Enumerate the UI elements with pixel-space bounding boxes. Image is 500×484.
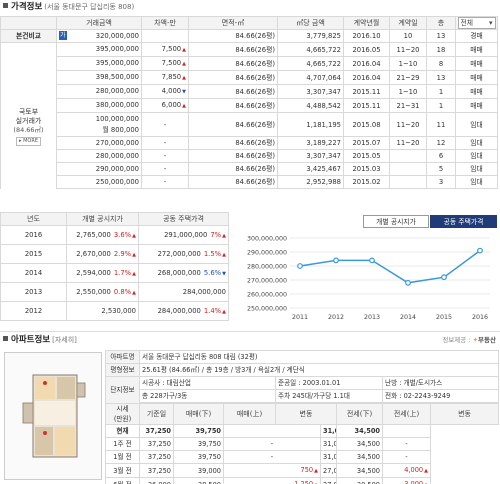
y-tick-label: 280,000,000 (247, 264, 287, 271)
compare-row: 본건비교 가 320,000,000 84.66(26평) 3,779,825 2… (0, 29, 498, 43)
data-point (477, 247, 483, 254)
x-tick-label: 2012 (328, 314, 344, 321)
series-line (299, 249, 481, 284)
col-day: 계약일 (389, 16, 427, 30)
floor-plan-image (4, 352, 102, 480)
data-point (333, 257, 339, 264)
more-button[interactable]: ▸ MORE (16, 136, 41, 146)
floor-plan-icon (22, 374, 86, 458)
data-point (405, 279, 411, 286)
x-tick-label: 2011 (292, 314, 308, 321)
y-tick-label: 250,000,000 (247, 306, 287, 313)
data-point (369, 257, 375, 264)
table-header-row: 거래금액 차액-만 면적-㎡ ㎡당 금액 계약년월 계약일 층 전체 (0, 16, 498, 30)
price-line-chart: 300,000,000 290,000,000 280,000,000 270,000… (247, 236, 490, 321)
table-row: 395,000,0007,50084.66(26평)4,665,7222016.… (0, 56, 498, 71)
square-bullet-icon (3, 336, 8, 341)
square-bullet-icon (3, 3, 8, 8)
transaction-table: 거래금액 차액-만 면적-㎡ ㎡당 금액 계약년월 계약일 층 전체 본건비교 … (0, 16, 498, 189)
data-point (441, 274, 447, 281)
compare-label: 본건비교 (0, 29, 57, 43)
data-point (297, 263, 303, 269)
table-row: 2012 2,530,000 284,000,000 1.4% (0, 301, 229, 321)
col-ym: 계약년월 (343, 16, 390, 30)
type-select[interactable]: 전체 (457, 17, 496, 29)
table-row: 280,000,0004,00084.66(26평)3,307,3472015.… (0, 84, 498, 99)
table-row: 398,500,0007,85084.66(26평)4,707,0642016.… (0, 70, 498, 85)
table-row: 270,000,000-84.66(26평) 3,189,227 2015.07 11… (0, 136, 498, 150)
apt-section-title: 아파트정보 [자세히] (3, 333, 77, 347)
provider-info: 정보제공 : ✦부동산 (442, 336, 496, 344)
col-floor: 층 (426, 16, 456, 30)
apt-info-table: 아파트명 서울 동대문구 답십리동 808 대림 (32평) 평형정보 25.6… (105, 350, 500, 484)
col-diff: 차액-만 (141, 16, 189, 30)
price-section-title: 가격정보 (서울 동대문구 답십리동 808) (3, 0, 134, 14)
table-row: 250,000,000-84.66(26평) 2,952,988 2015.02 3 임… (0, 175, 498, 189)
col-ppm: ㎡당 금액 (277, 16, 344, 30)
y-tick-label: 300,000,000 (247, 236, 287, 243)
tab-house-price[interactable]: 공동 주택가격 (430, 215, 497, 228)
x-tick-label: 2016 (472, 314, 488, 321)
table-row: 290,000,000-84.66(26평) 3,425,467 2015.03 5 임… (0, 162, 498, 176)
detail-link[interactable]: [자세히] (52, 336, 77, 344)
official-price-table: 년도 개별 공시지가 공동 주택가격 20162,765,0003.6%291,… (0, 212, 229, 321)
y-tick-label: 270,000,000 (247, 278, 287, 285)
table-row: 395,000,0007,50084.66(26평)4,665,7222016.… (0, 42, 498, 57)
table-row: 380,000,0006,00084.66(26평)4,488,5422015.… (0, 98, 498, 113)
x-tick-label: 2015 (436, 314, 452, 321)
table-row: 100,000,000 월 800,000-84.66(26평) 1,181,195… (0, 112, 498, 137)
provider-logo-icon: ✦ (472, 336, 479, 344)
y-tick-label: 260,000,000 (247, 292, 287, 299)
x-tick-label: 2014 (400, 314, 416, 321)
side-label: 국토부 실거래가 (84.66㎡) ▸ MORE (1, 44, 56, 209)
auction-badge: 가 (59, 31, 67, 40)
y-tick-label: 290,000,000 (247, 250, 287, 257)
section-divider (0, 331, 500, 332)
apt-name: 서울 동대문구 답십리동 808 대림 (32평) (138, 350, 500, 364)
tab-land-price[interactable]: 개별 공시지가 (363, 215, 429, 228)
col-price: 거래금액 (56, 16, 142, 30)
apt-area: 25.61평 (84.66㎡) / 총 19층 / 방3개 / 욕실2개 / 계… (138, 363, 500, 377)
col-area: 면적-㎡ (188, 16, 278, 30)
table-row: 280,000,000-84.66(26평) 3,307,347 2015.05 6 임… (0, 149, 498, 163)
x-tick-label: 2013 (364, 314, 380, 321)
